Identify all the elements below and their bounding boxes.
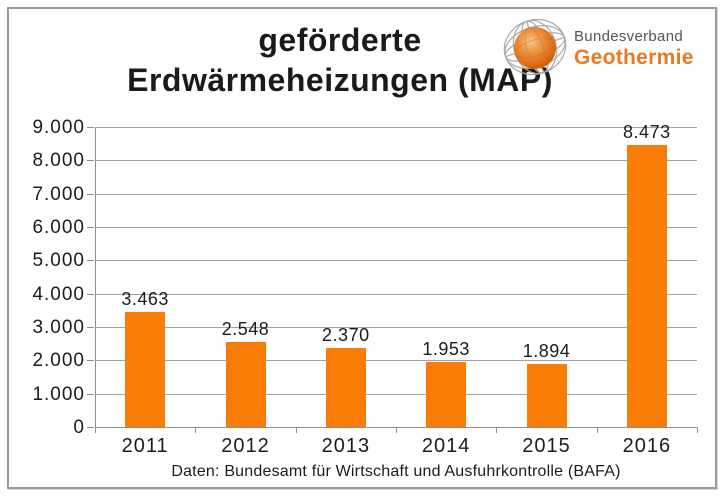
x-axis-tick — [195, 427, 197, 433]
chart-title-line1: geförderte — [258, 22, 422, 58]
x-axis-tick — [496, 427, 498, 433]
y-axis-tick — [87, 127, 94, 128]
y-tick-label: 8.000 — [32, 150, 85, 172]
x-tick-label-2014: 2014 — [421, 435, 471, 457]
y-tick-label: 2.000 — [32, 350, 85, 372]
y-axis-tick — [87, 293, 94, 295]
x-axis-tick — [396, 427, 397, 433]
gridline — [95, 260, 697, 262]
y-axis-tick — [87, 193, 94, 195]
y-axis-tick — [87, 393, 94, 395]
chart-title: geförderte Erdwärmeheizungen (MAP) — [60, 20, 620, 100]
y-tick-label: 3.000 — [32, 317, 85, 338]
bar-value-label-2016: 8.473 — [623, 121, 671, 142]
bar-value-label-2011: 3.463 — [121, 288, 169, 309]
y-axis-tick — [87, 327, 94, 328]
bar-2014 — [426, 361, 467, 427]
x-tick-label-2015: 2015 — [522, 435, 571, 457]
gridline — [95, 160, 697, 162]
logo-org-line2: Geothermie — [574, 46, 694, 69]
y-tick-label: 5.000 — [32, 250, 85, 272]
bar-2013 — [325, 348, 366, 427]
y-tick-label: 7.000 — [32, 183, 85, 205]
x-axis-tick — [295, 427, 297, 433]
x-tick-label-2013: 2013 — [321, 435, 371, 457]
bar-2011 — [125, 311, 166, 427]
y-tick-label: 1.000 — [32, 383, 85, 405]
gridline — [95, 327, 697, 328]
bar-value-label-2012: 2.548 — [221, 319, 270, 340]
y-tick-label: 0 — [73, 417, 85, 438]
x-axis-tick — [697, 427, 698, 433]
plot-area: 0 1.000 2.000 3.000 4.000 5.000 6.000 7.000 8.00… — [32, 118, 698, 457]
y-axis-line — [95, 127, 96, 433]
gridline — [95, 127, 697, 128]
y-axis-tick — [87, 360, 94, 362]
bar-value-label-2014: 1.953 — [422, 338, 470, 359]
gridline — [95, 227, 697, 228]
gridline — [95, 393, 697, 395]
logo-org-line1: Bundesverband — [574, 28, 683, 45]
gridline — [95, 193, 697, 195]
x-tick-label-2011: 2011 — [121, 435, 169, 457]
x-tick-label-2016: 2016 — [622, 435, 672, 457]
x-tick-label-2012: 2012 — [221, 435, 270, 457]
chart-title-line2: Erdwärmeheizungen (MAP) — [127, 62, 553, 98]
bundesverband-geothermie-logo: Bundesverband Geothermie — [498, 16, 718, 82]
y-axis-tick — [87, 260, 94, 262]
bar-value-label-2013: 2.370 — [322, 325, 370, 345]
y-tick-label: 4.000 — [32, 283, 85, 305]
globe-icon — [503, 18, 567, 76]
x-axis-tick — [596, 427, 598, 433]
bar-2012 — [225, 342, 266, 427]
y-tick-label: 6.000 — [32, 217, 85, 238]
gridline — [95, 293, 697, 295]
logo-wordmark: Bundesverband Geothermie — [574, 28, 694, 69]
y-axis-tick — [87, 427, 94, 428]
bar-2016 — [626, 144, 667, 427]
y-axis-tick — [87, 227, 94, 228]
source-note: Daten: Bundesamt für Wirtschaft und Ausf… — [171, 463, 621, 480]
bar-value-label-2015: 1.894 — [522, 340, 571, 361]
bar-2015 — [526, 363, 567, 427]
gridline — [95, 360, 697, 362]
y-tick-label: 9.000 — [32, 117, 85, 138]
y-axis-tick — [87, 160, 94, 162]
